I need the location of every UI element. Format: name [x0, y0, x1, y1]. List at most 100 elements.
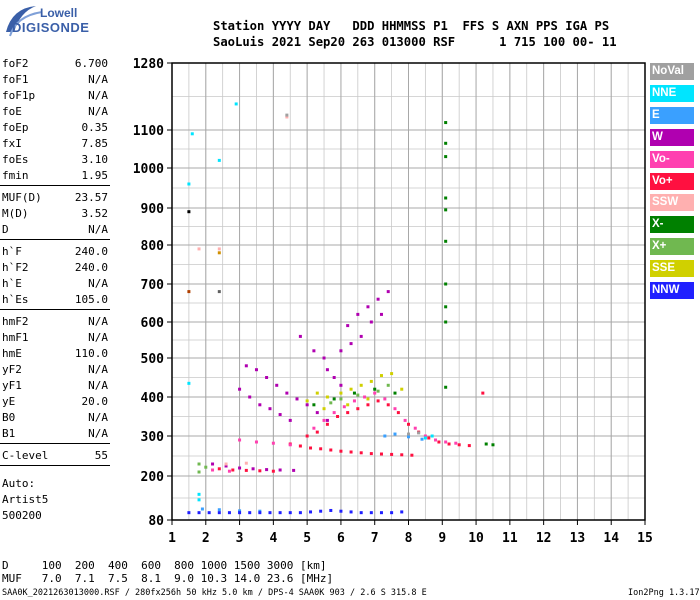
data-point	[298, 511, 302, 515]
data-point	[227, 511, 231, 515]
data-point	[332, 411, 336, 415]
data-point	[342, 405, 346, 409]
param-row: fxI 7.85	[2, 136, 108, 152]
data-point	[305, 403, 309, 407]
data-point	[238, 438, 242, 442]
data-point	[400, 510, 404, 514]
param-name: fxI	[2, 137, 22, 150]
data-point	[217, 467, 221, 471]
data-point	[254, 368, 258, 372]
data-point	[200, 507, 204, 511]
data-point	[444, 208, 448, 212]
data-point	[376, 297, 380, 301]
param-name: foEp	[2, 121, 29, 134]
data-point	[315, 430, 319, 434]
digisonde-logo	[6, 6, 43, 37]
data-point	[217, 508, 221, 512]
param-row: foF1p N/A	[2, 88, 108, 104]
data-point	[244, 461, 248, 465]
data-point	[197, 511, 201, 515]
data-point	[211, 462, 215, 466]
data-point	[373, 391, 377, 395]
data-point	[265, 376, 269, 379]
data-point	[278, 413, 282, 417]
y-tick-label: 600	[141, 316, 165, 331]
param-value: 0.35	[81, 121, 109, 134]
y-tick-label: 400	[141, 391, 165, 406]
legend-item: NoVal	[650, 63, 694, 80]
x-tick-label: 10	[468, 531, 484, 546]
y-tick-label: 700	[141, 278, 165, 293]
legend-item: SSE	[650, 260, 694, 278]
data-point	[217, 290, 221, 294]
data-point	[444, 305, 448, 309]
x-tick-label: 15	[637, 531, 653, 546]
data-point	[312, 403, 316, 407]
station-header-values: SaoLuis 2021 Sep20 263 013000 RSF 1 715 …	[213, 35, 617, 49]
param-name: h`F2	[2, 261, 29, 274]
param-name: yF1	[2, 379, 22, 392]
data-point	[393, 391, 397, 395]
x-tick-label: 2	[202, 531, 210, 546]
data-point	[322, 407, 326, 411]
data-point	[444, 141, 448, 145]
param-value: 105.0	[74, 293, 108, 306]
data-point	[271, 441, 275, 445]
data-point	[444, 385, 448, 389]
data-point	[197, 498, 201, 502]
data-point	[491, 443, 495, 447]
muf-row: MUF 7.0 7.1 7.5 8.1 9.0 10.3 14.0 23.6 […	[2, 572, 334, 585]
data-point	[359, 451, 363, 455]
data-point	[349, 510, 353, 514]
data-point	[197, 470, 201, 474]
data-point	[359, 511, 363, 515]
data-point	[285, 113, 289, 117]
data-point	[390, 511, 394, 515]
legend-item: W	[650, 128, 694, 146]
data-point	[238, 511, 242, 515]
data-point	[319, 447, 323, 451]
data-point	[231, 468, 235, 472]
version-label: Ion2Png 1.3.17	[628, 588, 700, 598]
param-value: N/A	[88, 105, 108, 118]
param-row: foE N/A	[2, 104, 108, 120]
data-point	[319, 509, 323, 513]
data-point	[217, 247, 221, 251]
data-point	[346, 324, 350, 328]
data-point	[434, 438, 438, 442]
x-tick-label: 5	[303, 531, 311, 546]
x-tick-label: 6	[337, 531, 345, 546]
y-tick-label: 80	[148, 514, 164, 529]
data-point	[238, 387, 242, 391]
data-point	[390, 372, 394, 376]
param-row: h`E N/A	[2, 276, 108, 292]
param-separator	[0, 185, 110, 186]
data-point	[325, 395, 329, 399]
data-point	[379, 511, 383, 515]
data-point	[383, 434, 387, 438]
param-value: 1.95	[81, 169, 109, 182]
data-point	[332, 376, 336, 379]
x-tick-label: 1	[168, 531, 176, 546]
param-name: yE	[2, 395, 16, 408]
data-point	[248, 511, 252, 515]
data-point	[484, 442, 488, 446]
data-point	[325, 422, 329, 426]
data-point	[254, 440, 258, 444]
y-tick-label: 800	[141, 239, 165, 254]
data-point	[379, 312, 383, 316]
param-value: N/A	[88, 379, 108, 392]
data-point	[258, 511, 262, 515]
param-row: D N/A	[2, 222, 108, 238]
data-point	[467, 444, 471, 448]
param-value: 20.0	[81, 395, 109, 408]
station-header-labels: Station YYYY DAY DDD HHMMSS P1 FFS S AXN…	[213, 19, 610, 33]
param-value: 6.700	[74, 57, 108, 70]
data-point	[309, 510, 313, 514]
param-value: N/A	[88, 363, 108, 376]
data-point	[187, 210, 191, 214]
data-point	[325, 368, 329, 372]
param-name: hmF1	[2, 331, 29, 344]
param-row: foF1 N/A	[2, 72, 108, 88]
